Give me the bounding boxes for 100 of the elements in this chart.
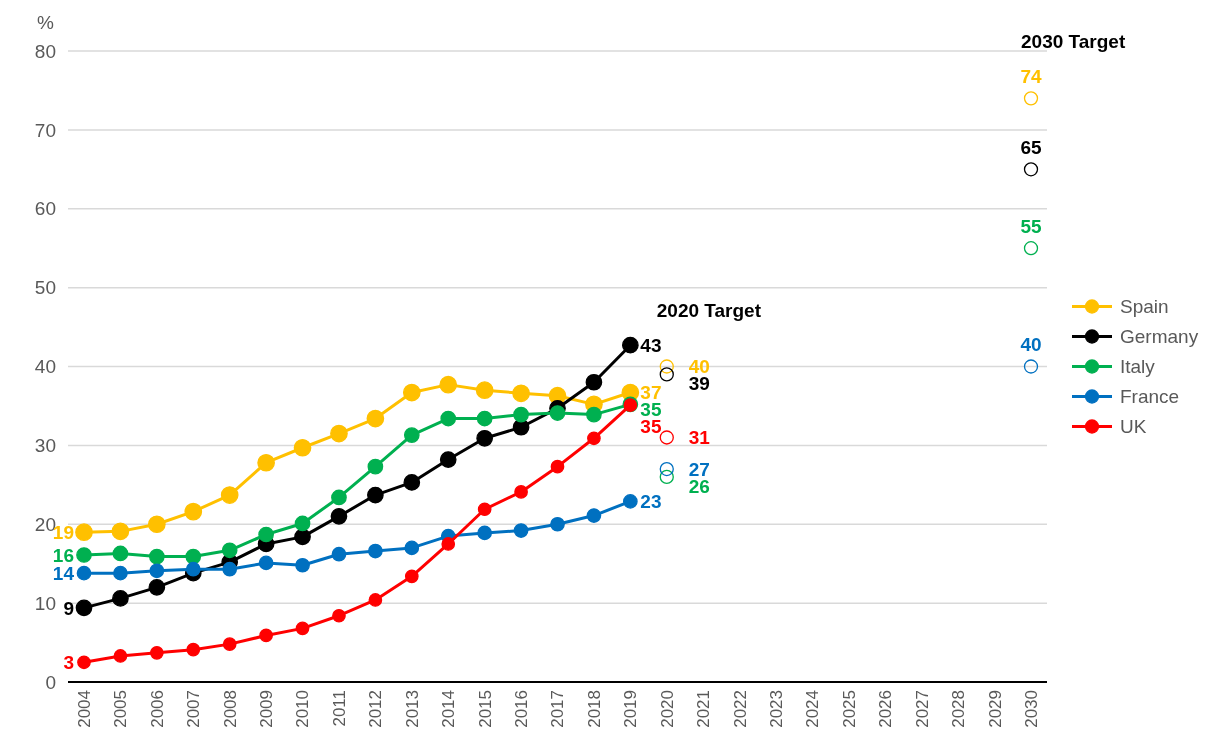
point: [622, 336, 639, 354]
point: [475, 381, 494, 400]
legend-label: UK: [1120, 416, 1147, 438]
point: [75, 599, 93, 617]
x-tick-label: 2018: [584, 690, 604, 728]
point: [659, 367, 674, 382]
legend-label: France: [1120, 386, 1180, 408]
x-tick-label: 2026: [876, 690, 896, 728]
annotation: 2020 Target: [656, 299, 762, 321]
point: [476, 410, 493, 427]
point: [404, 540, 420, 556]
point: [550, 459, 565, 474]
x-tick-label: 2020: [657, 690, 677, 728]
point: [113, 649, 128, 663]
point: [366, 409, 385, 428]
x-tick-label: 2015: [475, 690, 495, 728]
y-tick-label: 60: [34, 198, 56, 220]
data-label: 74: [1020, 65, 1042, 87]
data-label: 40: [1020, 334, 1042, 356]
x-tick-label: 2013: [402, 690, 422, 728]
point: [77, 655, 91, 670]
point: [659, 461, 674, 477]
point: [512, 384, 530, 403]
x-tick-label: 2007: [184, 690, 204, 728]
x-tick-label: 2021: [694, 690, 714, 728]
point: [403, 427, 420, 443]
point: [331, 546, 347, 562]
point: [623, 494, 638, 509]
point: [148, 579, 166, 596]
point: [185, 561, 201, 577]
point: [586, 508, 602, 523]
x-tick-label: 2011: [329, 690, 349, 727]
x-tick-label: 2019: [621, 690, 641, 728]
x-tick-label: 2010: [293, 690, 313, 728]
x-tick-label: 2017: [548, 690, 568, 728]
y-tick-label: 0: [45, 671, 56, 693]
point: [258, 555, 274, 571]
point: [185, 548, 202, 565]
x-tick-label: 2029: [985, 690, 1005, 728]
x-tick-label: 2023: [766, 690, 786, 728]
point: [222, 561, 238, 577]
x-tick-label: 2024: [803, 690, 823, 728]
point: [550, 516, 565, 532]
x-tick-label: 2006: [147, 690, 167, 728]
point: [439, 375, 458, 394]
point: [184, 502, 203, 521]
point: [368, 543, 383, 559]
point: [513, 523, 529, 538]
x-tick-label: 2016: [512, 690, 532, 728]
point: [439, 451, 457, 468]
point: [330, 424, 348, 443]
data-label: 43: [640, 334, 662, 356]
point: [1023, 162, 1039, 177]
point: [149, 563, 165, 579]
point: [112, 590, 129, 607]
point: [476, 429, 493, 447]
point: [330, 508, 348, 525]
point: [513, 406, 529, 423]
x-tick-label: 2012: [366, 690, 386, 728]
point: [293, 438, 312, 457]
point: [294, 528, 311, 546]
data-label: 3: [63, 651, 74, 673]
point: [440, 410, 457, 427]
point: [259, 628, 273, 643]
x-tick-label: 2008: [220, 690, 240, 728]
point: [659, 359, 674, 374]
point: [659, 430, 674, 445]
x-tick-label: 2027: [912, 690, 932, 728]
point: [477, 502, 492, 517]
point: [186, 642, 201, 657]
data-label: 23: [640, 491, 662, 513]
point: [1023, 91, 1039, 106]
point: [76, 547, 92, 563]
point: [367, 458, 384, 475]
point: [549, 405, 566, 421]
point: [220, 486, 239, 504]
y-axis-title: %: [37, 12, 55, 33]
point: [112, 545, 129, 562]
point: [1023, 241, 1039, 256]
point: [295, 557, 310, 573]
x-tick-label: 2028: [949, 690, 969, 728]
point: [514, 485, 528, 499]
data-label: 9: [63, 597, 74, 619]
point: [258, 526, 274, 543]
legend-label: Spain: [1120, 296, 1169, 318]
x-tick-label: 2005: [111, 690, 131, 728]
point: [221, 542, 238, 559]
x-tick-label: 2009: [257, 690, 277, 728]
point: [148, 515, 166, 534]
point: [587, 431, 601, 446]
point: [294, 515, 311, 532]
point: [441, 537, 456, 551]
data-label: 31: [688, 427, 711, 449]
point: [585, 373, 603, 391]
point: [402, 383, 421, 402]
y-tick-label: 10: [34, 592, 56, 614]
y-tick-label: 40: [34, 356, 56, 378]
y-tick-label: 50: [34, 277, 56, 299]
x-tick-label: 2022: [730, 690, 750, 728]
point: [368, 593, 383, 607]
